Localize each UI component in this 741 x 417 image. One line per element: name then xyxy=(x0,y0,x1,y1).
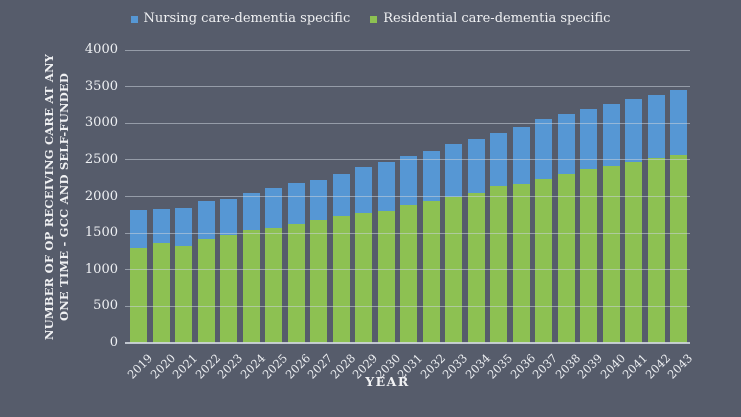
bar-2043-residential-segment xyxy=(670,155,687,343)
bar-2039-residential-segment xyxy=(580,169,597,343)
gridline-3000 xyxy=(125,122,690,124)
bar-2022-nursing-segment xyxy=(197,200,215,239)
x-axis-baseline xyxy=(125,342,690,344)
legend-label: Nursing care-dementia specific xyxy=(143,11,351,26)
y-axis-title-line2: ONE TIME - GCC AND SELF-FUNDED xyxy=(57,72,71,322)
bar-2021-nursing-segment xyxy=(175,208,192,247)
gridline-3500 xyxy=(125,86,690,88)
y-tick-label-2000: 2000 xyxy=(84,188,118,204)
bar-2042-residential-segment xyxy=(647,157,665,343)
bar-2041-residential-segment xyxy=(625,162,642,343)
bar-2023-residential-segment xyxy=(220,235,237,343)
y-tick-label-4000: 4000 xyxy=(84,42,118,57)
bar-2041-nursing-segment xyxy=(625,99,642,163)
bar-2029-residential-segment xyxy=(355,212,372,343)
bar-2027-residential-segment xyxy=(310,220,327,343)
bar-2023-nursing-segment xyxy=(220,198,237,236)
bar-2025-residential-segment xyxy=(265,227,282,343)
x-axis-title: YEAR xyxy=(365,374,410,389)
bar-2043-nursing-segment xyxy=(670,89,687,156)
bar-2038-residential-segment xyxy=(557,173,575,343)
y-tick-label-0: 0 xyxy=(109,335,118,350)
bar-2028-nursing-segment xyxy=(332,174,350,217)
bar-2026-residential-segment xyxy=(287,223,305,343)
bar-2024-residential-segment xyxy=(242,230,260,343)
bar-2029-nursing-segment xyxy=(355,166,372,213)
gridline-500 xyxy=(125,305,690,307)
bar-2025-nursing-segment xyxy=(265,188,282,228)
bar-2022-residential-segment xyxy=(197,239,215,343)
bar-2040-nursing-segment xyxy=(602,103,620,166)
legend-item-residential: Residential care-dementia specific xyxy=(370,10,610,28)
gridline-2000 xyxy=(125,196,690,197)
y-tick-label-1000: 1000 xyxy=(84,261,118,277)
bar-2030-residential-segment xyxy=(377,211,395,343)
bar-2026-nursing-segment xyxy=(287,183,305,224)
bar-2034-nursing-segment xyxy=(467,138,485,194)
legend-swatch-icon xyxy=(370,16,378,23)
bar-2037-residential-segment xyxy=(535,178,552,343)
bar-2036-residential-segment xyxy=(512,183,530,343)
y-tick-label-3000: 3000 xyxy=(84,115,118,131)
y-tick-label-2500: 2500 xyxy=(84,151,118,167)
bar-2036-nursing-segment xyxy=(512,127,530,184)
bar-2027-nursing-segment xyxy=(310,179,327,221)
bar-2037-nursing-segment xyxy=(535,119,552,179)
legend-swatch-icon xyxy=(130,16,138,23)
bar-2021-residential-segment xyxy=(175,246,192,343)
bar-2034-residential-segment xyxy=(467,193,485,343)
bar-2020-residential-segment xyxy=(152,243,170,343)
bar-2019-nursing-segment xyxy=(130,210,147,248)
y-tick-label-1500: 1500 xyxy=(84,225,118,241)
bar-2033-nursing-segment xyxy=(445,144,462,198)
bar-2020-nursing-segment xyxy=(152,208,170,244)
bar-2040-residential-segment xyxy=(602,165,620,343)
bar-2039-nursing-segment xyxy=(580,108,597,170)
legend-item-nursing: Nursing care-dementia specific xyxy=(130,10,351,28)
bar-2031-residential-segment xyxy=(400,205,417,343)
bar-2032-residential-segment xyxy=(422,201,440,343)
bar-2024-nursing-segment xyxy=(242,192,260,231)
bar-2035-residential-segment xyxy=(490,186,507,343)
bar-2038-nursing-segment xyxy=(557,114,575,174)
gridline-1000 xyxy=(125,269,690,271)
y-tick-label-3500: 3500 xyxy=(84,78,118,94)
bar-2032-nursing-segment xyxy=(422,150,440,202)
legend-label: Residential care-dementia specific xyxy=(383,11,611,26)
y-axis-title: NUMBER OF OP RECEIVING CARE AT ANY ONE T… xyxy=(42,54,72,340)
gridline-2500 xyxy=(125,159,690,161)
gridline-1500 xyxy=(125,232,690,234)
legend: Nursing care-dementia specific Residentia… xyxy=(0,10,741,28)
bar-2028-residential-segment xyxy=(332,216,350,343)
y-axis-title-line1: NUMBER OF OP RECEIVING CARE AT ANY xyxy=(42,53,56,341)
bar-2030-nursing-segment xyxy=(377,161,395,212)
bar-2031-nursing-segment xyxy=(400,156,417,206)
bar-2019-residential-segment xyxy=(130,247,147,343)
gridline-4000 xyxy=(125,49,690,51)
bar-2042-nursing-segment xyxy=(647,94,665,158)
y-tick-label-500: 500 xyxy=(93,298,118,314)
plot-area xyxy=(125,49,690,344)
